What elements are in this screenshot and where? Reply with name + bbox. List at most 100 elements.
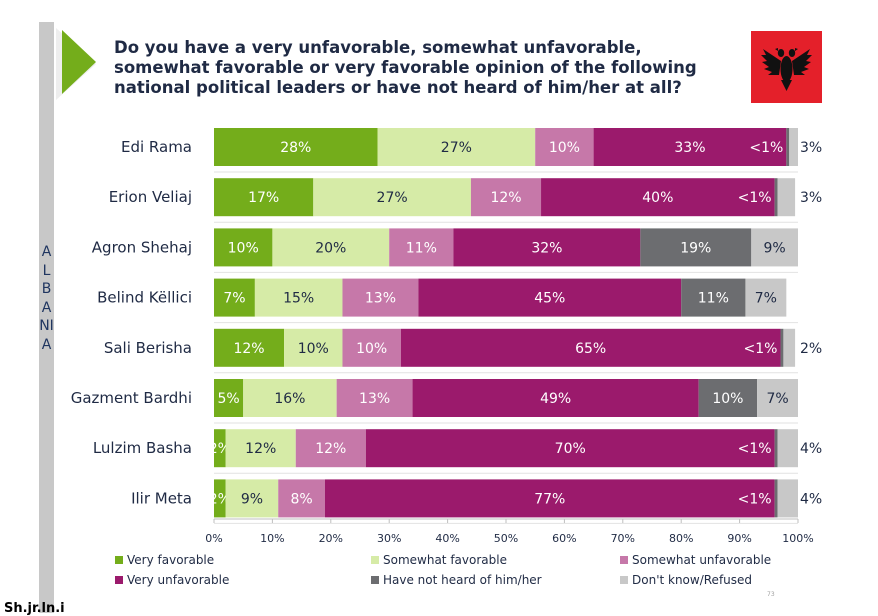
data-label: 16% <box>274 391 305 407</box>
category-label: Gazment Bardhi <box>71 389 192 407</box>
bar-segment <box>786 128 790 166</box>
data-label: 11% <box>698 291 729 307</box>
category-label: Agron Shehaj <box>92 238 192 256</box>
bar-segment <box>342 278 419 317</box>
data-label: 3% <box>800 140 822 156</box>
bar-segment <box>377 128 536 166</box>
x-tick-label: 70% <box>611 532 635 545</box>
bar-segment <box>789 128 798 166</box>
bar-segment <box>225 429 296 468</box>
legend-swatch <box>620 576 628 584</box>
category-label: Edi Rama <box>121 138 192 156</box>
bar-segment <box>470 178 542 217</box>
bar-segment <box>214 178 314 217</box>
bar-segment <box>324 479 775 518</box>
x-tick-label: 50% <box>494 532 518 545</box>
legend-label: Have not heard of him/her <box>383 573 542 587</box>
bar-segment <box>418 278 682 317</box>
legend-item: Somewhat unfavorable <box>620 553 771 567</box>
legend-label: Don't know/Refused <box>632 573 753 587</box>
data-label: 65% <box>575 341 606 357</box>
bar-segment <box>751 228 798 267</box>
x-tick-label: 80% <box>669 532 693 545</box>
bar-segment <box>336 379 413 417</box>
legend-label: Somewhat unfavorable <box>632 553 772 567</box>
bar-segment <box>284 328 343 367</box>
chart-legend: Very favorable Somewhat favorable Somewhat… <box>115 553 815 593</box>
bar-segment <box>453 228 641 267</box>
chart-title: Do you have a very unfavorable, somewhat… <box>114 38 697 97</box>
sidebar-strip <box>39 22 54 613</box>
data-label: 2% <box>209 491 231 507</box>
data-label: 9% <box>241 491 263 507</box>
legend-swatch <box>371 576 379 584</box>
category-label: Erion Veliaj <box>109 188 192 206</box>
bar-segment <box>243 379 337 417</box>
bar-segment <box>214 479 226 518</box>
data-label: <1% <box>749 140 783 156</box>
bar-segment <box>342 328 401 367</box>
bar-segment <box>214 379 244 417</box>
data-label: 10% <box>228 240 259 256</box>
bar-segment <box>225 479 279 518</box>
data-label: 8% <box>290 491 312 507</box>
x-tick-label: 60% <box>552 532 576 545</box>
data-label: 5% <box>217 391 239 407</box>
bar-segment <box>214 278 255 317</box>
legend-swatch <box>620 556 628 564</box>
data-label: 10% <box>549 140 580 156</box>
bar-segment <box>777 479 798 518</box>
data-label: 40% <box>642 190 673 206</box>
bar-segment <box>774 178 778 217</box>
data-label: 32% <box>531 240 562 256</box>
x-tick-label: 100% <box>782 532 813 545</box>
bar-segment <box>365 429 775 468</box>
bar-segment <box>593 128 787 166</box>
double-headed-eagle-icon <box>761 48 812 91</box>
bar-segment <box>535 128 594 166</box>
data-label: 13% <box>365 291 396 307</box>
bar-segment <box>774 429 778 468</box>
bar-segment <box>272 228 390 267</box>
data-label: 4% <box>800 491 822 507</box>
bar-segment <box>681 278 746 317</box>
data-label: 10% <box>298 341 329 357</box>
data-label: 13% <box>359 391 390 407</box>
legend-swatch <box>115 556 123 564</box>
category-label: Belind Këllici <box>97 289 192 307</box>
bar-segment <box>777 178 796 217</box>
data-label: 27% <box>377 190 408 206</box>
data-label: <1% <box>738 441 772 457</box>
bar-segment <box>214 429 226 468</box>
data-label: 7% <box>755 291 777 307</box>
data-label: 10% <box>356 341 387 357</box>
data-label: 45% <box>534 291 565 307</box>
bar-segment <box>254 278 343 317</box>
bar-segment <box>783 328 796 367</box>
data-label: 28% <box>280 140 311 156</box>
x-tick-label: 90% <box>727 532 751 545</box>
bar-segment <box>640 228 752 267</box>
data-label: 12% <box>233 341 264 357</box>
legend-swatch <box>371 556 379 564</box>
data-label: 9% <box>764 240 786 256</box>
bar-segment <box>780 328 784 367</box>
category-label: Sali Berisha <box>104 339 192 357</box>
x-tick-label: 30% <box>377 532 401 545</box>
country-side-label: ALBANIA <box>39 244 54 353</box>
footer-text: Sh.jr.ln.i <box>4 601 65 616</box>
stacked-bar-chart: 0% 10% 20% 30% 40% 50% 60% 70% 80% 90% 100% Edi Ram… <box>71 128 822 545</box>
bar-segment <box>777 429 798 468</box>
data-label: 7% <box>223 291 245 307</box>
bar-segment <box>214 128 378 166</box>
x-tick-label: 0% <box>205 532 222 545</box>
data-label: 77% <box>534 491 565 507</box>
x-tick-label: 10% <box>260 532 284 545</box>
data-label: <1% <box>738 491 772 507</box>
data-label: 12% <box>245 441 276 457</box>
category-label: Lulzim Basha <box>93 439 192 457</box>
data-label: 4% <box>800 441 822 457</box>
slide-number: 73 <box>767 591 775 598</box>
bar-segment <box>745 278 787 317</box>
data-label: 33% <box>674 140 705 156</box>
